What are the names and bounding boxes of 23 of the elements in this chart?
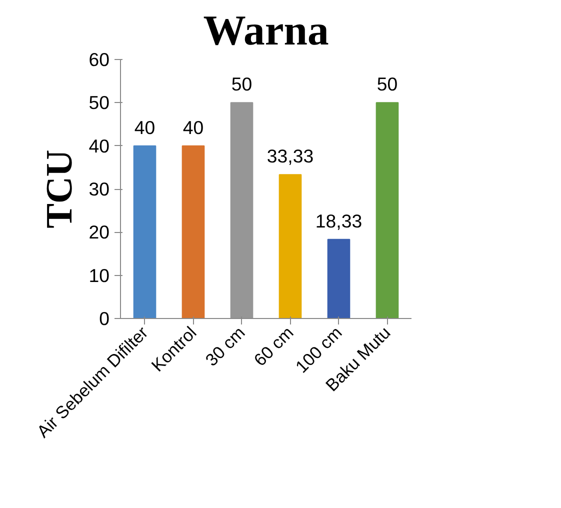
data-label: 50 [376, 74, 398, 95]
chart-title: Warna [203, 8, 329, 54]
x-tick-label: 30 cm [201, 322, 249, 370]
data-label: 33,33 [266, 146, 314, 167]
y-tick-label: 0 [99, 308, 110, 329]
bar [230, 102, 254, 318]
x-tick-label: 60 cm [250, 322, 298, 370]
y-tick-label: 60 [88, 49, 110, 70]
bar [278, 174, 302, 318]
y-tick-label: 30 [88, 178, 110, 200]
bar [182, 145, 205, 318]
y-axis-title: TCU [40, 150, 81, 228]
data-label: 40 [182, 116, 204, 138]
bar [327, 238, 350, 318]
data-label: 50 [231, 74, 252, 95]
y-tick-label: 10 [88, 264, 110, 286]
data-label: 18,33 [315, 210, 362, 232]
y-tick-label: 20 [88, 222, 110, 243]
bar [376, 102, 399, 318]
bar [133, 145, 156, 318]
data-label: 40 [134, 116, 156, 138]
y-tick-label: 50 [88, 92, 110, 114]
y-tick-label: 40 [88, 135, 110, 156]
